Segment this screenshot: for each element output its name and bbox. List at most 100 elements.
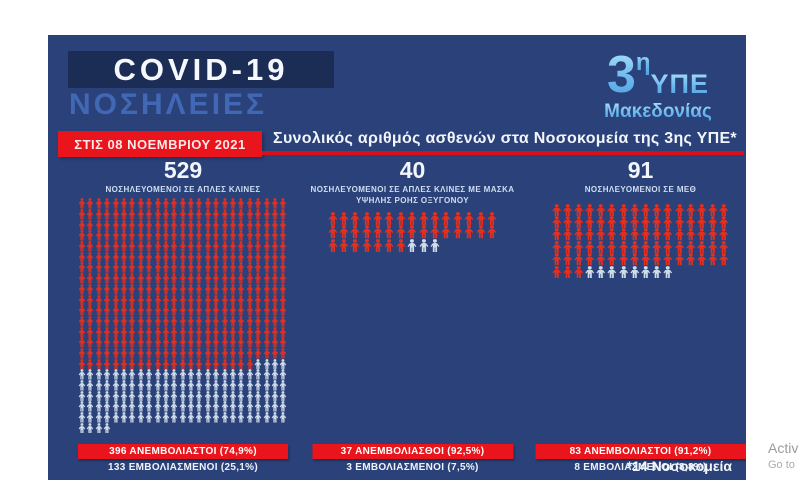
windows-activation-watermark: Activ Go to [768,440,800,471]
person-icon-unvaccinated [136,228,144,241]
person-icon-unvaccinated [441,212,452,226]
person-icon-unvaccinated [86,271,94,284]
person-icon-vaccinated [86,388,94,402]
person-icon-unvaccinated [618,203,629,216]
person-icon-unvaccinated [95,249,103,263]
person-icon-unvaccinated [145,228,153,241]
person-icon-vaccinated [145,388,153,402]
banner-unvaccinated-text: 396 ΑΝΕΜΒΟΛΙΑΣΤΟΙ (74,9%) [109,446,257,457]
person-icon-unvaccinated [271,271,279,284]
person-icon-unvaccinated [562,228,573,241]
person-icon-unvaccinated [95,217,103,231]
person-icon-unvaccinated [463,212,474,226]
person-icon-vaccinated [120,378,128,391]
person-icon-vaccinated [136,378,144,391]
person-icon-unvaccinated [128,346,136,359]
person-icon-vaccinated [418,238,429,253]
person-icon-vaccinated [262,410,270,423]
person-icon-unvaccinated [103,303,111,316]
person-icon-unvaccinated [246,314,254,327]
person-icon-unvaccinated [262,303,270,316]
banner-unvaccinated-high-flow-mask: 37 ΑΝΕΜΒΟΛΙΑΣΘΟΙ (92,5%) [312,444,513,459]
person-icon-unvaccinated [220,260,228,274]
person-icon-unvaccinated [153,292,161,306]
person-icon-unvaccinated [178,356,186,370]
person-icon-unvaccinated [103,282,111,295]
person-icon-unvaccinated [162,356,170,370]
person-icon-unvaccinated [195,356,203,370]
person-icon-unvaccinated [120,314,128,327]
logo-number: 3 [606,46,636,104]
person-icon-unvaccinated [618,228,629,241]
person-icon-vaccinated [640,265,651,278]
person-icon-unvaccinated [145,335,153,348]
title-box: COVID-19 [68,51,334,88]
person-icon-unvaccinated [271,217,279,231]
person-icon-unvaccinated [279,271,287,284]
person-icon-unvaccinated [128,335,136,348]
person-icon-unvaccinated [395,225,406,239]
person-icon-vaccinated [237,399,245,412]
person-icon-unvaccinated [103,207,111,220]
person-icon-unvaccinated [607,253,618,266]
person-icon-unvaccinated [350,225,361,239]
person-icon-vaccinated [78,420,86,434]
person-icon-unvaccinated [254,282,262,295]
person-icon-unvaccinated [136,249,144,263]
person-icon-unvaccinated [153,239,161,252]
person-icon-unvaccinated [338,238,349,253]
person-icon-unvaccinated [361,238,372,253]
person-icon-unvaccinated [685,240,696,254]
person-icon-vaccinated [237,388,245,402]
person-icon-unvaccinated [246,196,254,209]
person-icon-unvaccinated [111,207,119,220]
person-icon-vaccinated [187,399,195,412]
person-icon-vaccinated [136,399,144,412]
person-icon-unvaccinated [229,271,237,284]
person-icon-unvaccinated [162,314,170,327]
person-icon-unvaccinated [212,207,220,220]
person-icon-unvaccinated [153,217,161,231]
person-icon-unvaccinated [441,225,452,239]
person-icon-unvaccinated [195,196,203,209]
person-icon-unvaccinated [271,324,279,338]
person-icon-vaccinated [584,265,595,278]
person-icon-unvaccinated [153,196,161,209]
person-icon-unvaccinated [562,265,573,278]
person-icon-vaccinated [618,265,629,278]
person-icon-unvaccinated [707,203,718,216]
person-icon-unvaccinated [220,271,228,284]
person-icon-unvaccinated [685,215,696,229]
person-icon-unvaccinated [246,249,254,263]
person-icon-unvaccinated [254,249,262,263]
person-icon-unvaccinated [651,228,662,241]
person-icon-unvaccinated [254,314,262,327]
main-header: Συνολικός αριθμός ασθενών στα Νοσοκομεία… [273,130,737,147]
person-icon-vaccinated [195,410,203,423]
person-icon-unvaccinated [195,217,203,231]
person-icon-unvaccinated [271,249,279,263]
person-icon-unvaccinated [418,212,429,226]
person-icon-unvaccinated [153,228,161,241]
person-icon-vaccinated [254,410,262,423]
person-icon-unvaccinated [187,260,195,274]
person-icon-unvaccinated [640,215,651,229]
person-icon-unvaccinated [640,203,651,216]
person-icon-unvaccinated [103,346,111,359]
person-icon-unvaccinated [128,239,136,252]
person-icon-unvaccinated [128,303,136,316]
person-icon-unvaccinated [170,282,178,295]
person-icon-unvaccinated [246,239,254,252]
person-icon-unvaccinated [395,212,406,226]
person-icon-vaccinated [128,410,136,423]
person-icon-vaccinated [229,367,237,380]
person-icon-unvaccinated [262,196,270,209]
person-icon-vaccinated [204,399,212,412]
banner-vaccinated-icu: 8 ΕΜΒΟΛΙΑΣΜΕΝΟΙ (8,8%) [574,462,707,473]
person-icon-unvaccinated [178,324,186,338]
person-icon-unvaccinated [663,203,674,216]
person-icon-unvaccinated [120,335,128,348]
person-icon-unvaccinated [279,217,287,231]
person-icon-unvaccinated [212,314,220,327]
person-icon-unvaccinated [145,271,153,284]
